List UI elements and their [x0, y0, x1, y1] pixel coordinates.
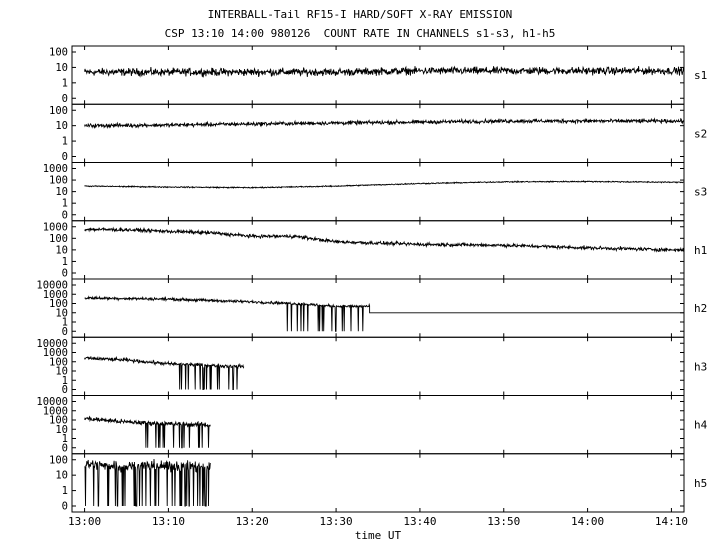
y-tick-label-s3-0: 1000: [43, 163, 68, 175]
panel-frame-h2: [71, 278, 685, 338]
x-axis-label: time UT: [355, 529, 402, 542]
y-tick-label-h2-2: 100: [49, 298, 68, 310]
panel-label-s2: s2: [694, 127, 707, 140]
y-tick-label-s2-3: 0: [62, 151, 68, 163]
y-tick-label-h3-5: 0: [62, 384, 68, 396]
y-tick-label-h3-0: 10000: [36, 338, 68, 350]
y-tick-label-h5-2: 1: [62, 485, 68, 497]
panel-label-h4: h4: [694, 419, 708, 432]
chart-title: INTERBALL-Tail RF15-I HARD/SOFT X-RAY EM…: [207, 8, 513, 21]
y-tick-label-s2-2: 1: [62, 136, 68, 148]
x-tick-label-5: 13:50: [487, 515, 520, 528]
panel-frame-h5: [71, 453, 685, 513]
series-line-s1: [84, 65, 685, 78]
panel-label-h3: h3: [694, 360, 707, 373]
y-tick-label-s3-4: 0: [62, 209, 68, 221]
x-tick-label-0: 13:00: [68, 515, 101, 528]
series-line-s3: [84, 180, 684, 190]
y-tick-label-h2-4: 1: [62, 317, 68, 329]
y-tick-label-h1-4: 0: [62, 268, 68, 280]
series-line-h4: [84, 415, 211, 449]
panel-frame-s2: [71, 103, 685, 163]
x-tick-label-2: 13:20: [236, 515, 269, 528]
series-line-h3: [84, 355, 245, 390]
y-tick-label-h2-5: 0: [62, 326, 68, 338]
y-tick-label-s3-3: 1: [62, 198, 68, 210]
y-tick-label-s1-3: 0: [62, 93, 68, 105]
x-tick-label-3: 13:30: [320, 515, 353, 528]
y-tick-label-s2-0: 100: [49, 105, 68, 117]
y-tick-label-h4-3: 10: [55, 424, 68, 436]
panel-label-h5: h5: [694, 477, 707, 490]
x-tick-label-1: 13:10: [152, 515, 185, 528]
series-line-h1: [84, 226, 685, 253]
y-tick-label-h2-1: 1000: [43, 289, 68, 301]
y-tick-label-h4-1: 1000: [43, 405, 68, 417]
panel-label-h2: h2: [694, 302, 707, 315]
y-tick-label-s1-1: 10: [55, 62, 68, 74]
series-line-h5: [84, 458, 211, 507]
y-tick-label-h3-2: 100: [49, 356, 68, 368]
y-tick-label-h3-4: 1: [62, 375, 68, 387]
y-tick-label-h5-3: 0: [62, 501, 68, 513]
y-tick-label-s3-1: 100: [49, 175, 68, 187]
y-tick-label-h2-3: 10: [55, 307, 68, 319]
y-tick-label-h4-2: 100: [49, 415, 68, 427]
y-tick-label-h1-0: 1000: [43, 221, 68, 233]
y-tick-label-s3-2: 10: [55, 186, 68, 198]
x-tick-label-4: 13:40: [403, 515, 436, 528]
x-tick-label-6: 14:00: [571, 515, 604, 528]
y-tick-label-h1-2: 10: [55, 244, 68, 256]
x-tick-label-7: 14:10: [655, 515, 688, 528]
y-tick-label-h1-1: 100: [49, 233, 68, 245]
panel-frame-s3: [71, 162, 685, 222]
y-tick-label-h1-3: 1: [62, 256, 68, 268]
chart-subtitle: CSP 13:10 14:00 980126 COUNT RATE IN CHA…: [164, 27, 556, 40]
series-line-h2: [84, 295, 684, 332]
series-line-s2: [84, 117, 685, 130]
y-tick-label-h5-1: 10: [55, 470, 68, 482]
y-tick-label-s2-1: 10: [55, 120, 68, 132]
y-tick-label-h4-0: 10000: [36, 396, 68, 408]
y-tick-label-h3-1: 1000: [43, 347, 68, 359]
y-tick-label-h2-0: 10000: [36, 280, 68, 292]
y-tick-label-h4-5: 0: [62, 442, 68, 454]
y-tick-label-h3-3: 10: [55, 366, 68, 378]
panel-label-s1: s1: [694, 69, 707, 82]
panel-frame-h1: [71, 220, 685, 280]
y-tick-label-h5-0: 100: [49, 454, 68, 466]
panel-label-h1: h1: [694, 244, 707, 257]
y-tick-label-s1-0: 100: [49, 47, 68, 59]
y-tick-label-h4-4: 1: [62, 433, 68, 445]
panel-label-s3: s3: [694, 186, 707, 199]
y-tick-label-s1-2: 1: [62, 77, 68, 89]
